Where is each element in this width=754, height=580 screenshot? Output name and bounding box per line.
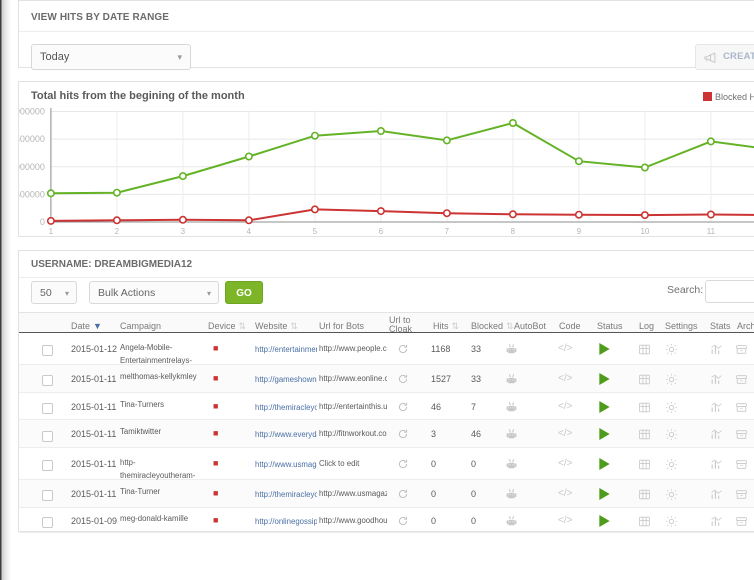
svg-text:5: 5 (313, 227, 318, 236)
svg-text:11: 11 (707, 227, 716, 236)
svg-text:0: 0 (40, 217, 45, 227)
svg-text:2000000: 2000000 (19, 108, 45, 117)
svg-text:1500000: 1500000 (19, 134, 45, 144)
svg-text:10: 10 (640, 227, 649, 236)
svg-text:1: 1 (49, 227, 54, 236)
svg-text:6: 6 (379, 227, 384, 236)
svg-text:2: 2 (115, 227, 120, 236)
svg-text:7: 7 (445, 227, 450, 236)
svg-text:1000000: 1000000 (19, 162, 45, 172)
svg-text:9: 9 (577, 227, 582, 236)
svg-text:500000: 500000 (19, 189, 45, 199)
svg-text:3: 3 (181, 227, 186, 236)
svg-text:4: 4 (247, 227, 252, 236)
svg-text:8: 8 (511, 227, 516, 236)
